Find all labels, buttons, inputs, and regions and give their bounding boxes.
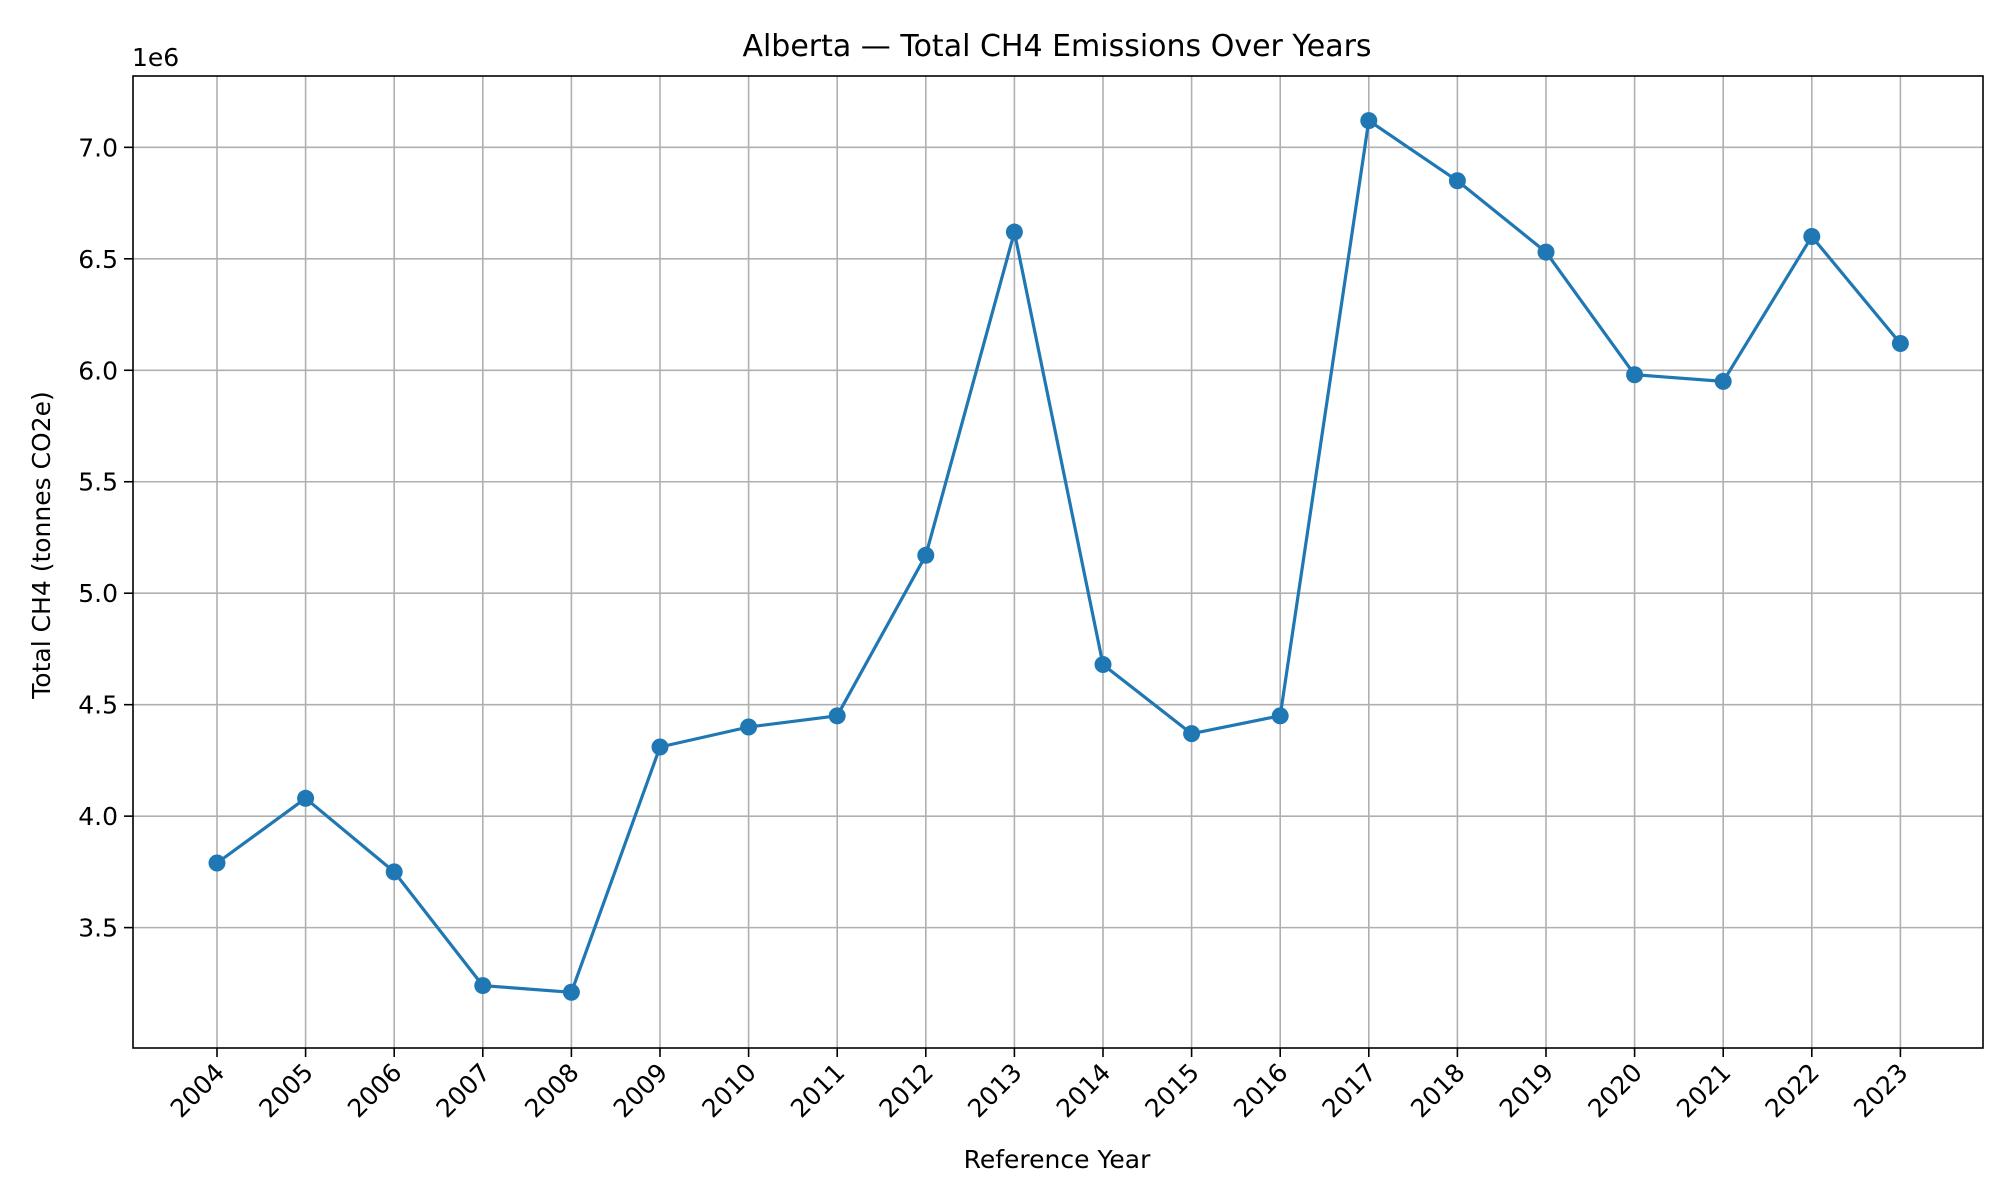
- data-point: [740, 718, 758, 736]
- y-axis-label: Total CH4 (tonnes CO2e): [27, 391, 56, 700]
- y-axis-ticks: 3.5 4.0 4.5 5.0 5.5 6.0 6.5 7.0: [78, 133, 133, 943]
- data-point: [828, 707, 846, 725]
- x-tick-label: 2004: [165, 1058, 230, 1123]
- data-point: [1183, 725, 1201, 743]
- data-point: [1537, 243, 1555, 261]
- x-tick-label: 2021: [1671, 1058, 1736, 1123]
- y-tick-label: 7.0: [78, 133, 118, 162]
- data-point: [651, 738, 669, 756]
- data-point: [297, 789, 315, 807]
- data-point: [1714, 372, 1732, 390]
- data-point: [385, 863, 403, 881]
- x-tick-label: 2016: [1228, 1058, 1293, 1123]
- x-tick-label: 2019: [1494, 1058, 1559, 1123]
- x-tick-label: 2022: [1760, 1058, 1825, 1123]
- x-tick-label: 2014: [1051, 1058, 1116, 1123]
- x-tick-label: 2011: [785, 1058, 850, 1123]
- data-point: [208, 854, 226, 872]
- data-point: [1626, 366, 1644, 384]
- series-line-layer: [216, 118, 1902, 994]
- data-point: [562, 983, 580, 1001]
- grid: [133, 76, 1983, 1048]
- y-tick-label: 3.5: [78, 914, 118, 943]
- x-axis-ticks: 2004 2005 2006 2007 2008 2009 2010 2011 2012 2013…: [165, 1048, 1914, 1123]
- data-point: [1271, 707, 1289, 725]
- data-point: [1891, 335, 1909, 353]
- x-tick-label: 2017: [1317, 1058, 1382, 1123]
- data-point: [1360, 112, 1378, 130]
- x-axis-label: Reference Year: [964, 1145, 1151, 1174]
- data-point: [1005, 223, 1023, 241]
- y-tick-label: 5.5: [78, 468, 118, 497]
- x-tick-label: 2007: [431, 1058, 496, 1123]
- data-point: [474, 977, 492, 995]
- x-tick-label: 2005: [253, 1058, 318, 1123]
- series-line: [216, 118, 1902, 994]
- data-point: [1448, 172, 1466, 190]
- x-tick-label: 2006: [342, 1058, 407, 1123]
- data-point: [1094, 656, 1112, 674]
- x-tick-label: 2013: [962, 1058, 1027, 1123]
- plot-frame: [132, 75, 1984, 1049]
- data-point: [917, 546, 935, 564]
- y-tick-label: 6.0: [78, 356, 118, 385]
- x-tick-label: 2012: [874, 1058, 939, 1123]
- y-tick-label: 4.5: [78, 691, 118, 720]
- chart-title: Alberta — Total CH4 Emissions Over Years: [742, 29, 1371, 64]
- y-offset-label: 1e6: [132, 43, 179, 72]
- x-tick-label: 2015: [1139, 1058, 1204, 1123]
- y-tick-label: 4.0: [78, 802, 118, 831]
- x-tick-label: 2018: [1405, 1058, 1470, 1123]
- data-point: [1803, 228, 1821, 246]
- x-tick-label: 2023: [1848, 1058, 1913, 1123]
- x-tick-label: 2020: [1582, 1058, 1647, 1123]
- series-point-layer: [208, 112, 1909, 1001]
- y-tick-label: 5.0: [78, 579, 118, 608]
- y-tick-label: 6.5: [78, 245, 118, 274]
- x-tick-label: 2010: [696, 1058, 761, 1123]
- x-tick-label: 2009: [608, 1058, 673, 1123]
- x-tick-label: 2008: [519, 1058, 584, 1123]
